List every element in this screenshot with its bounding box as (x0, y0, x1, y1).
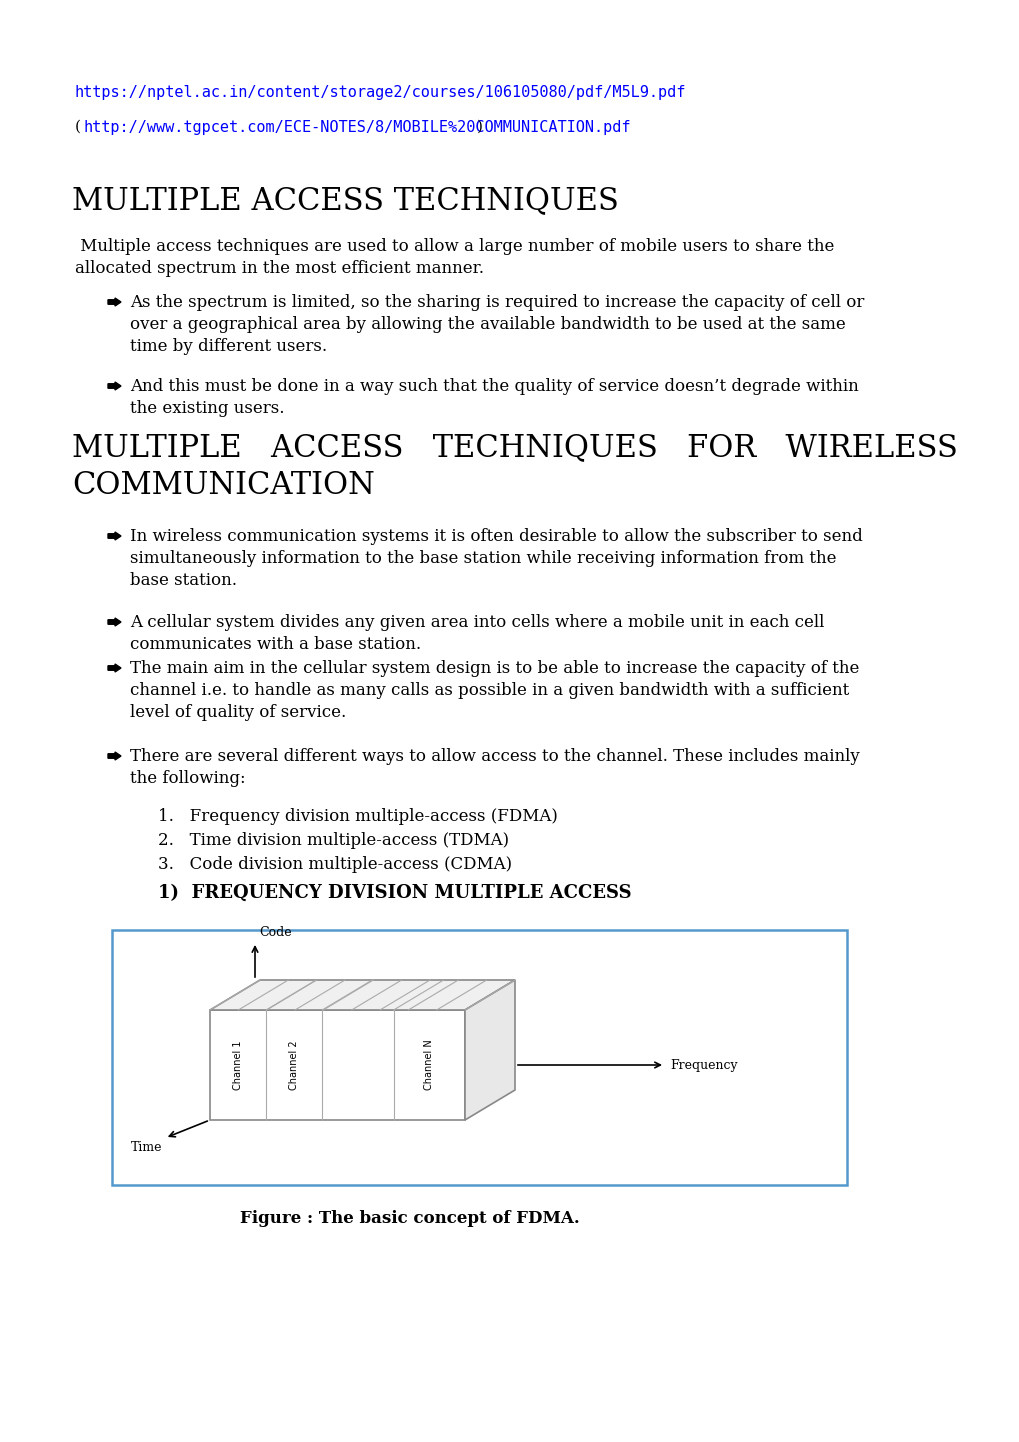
Text: level of quality of service.: level of quality of service. (129, 704, 345, 721)
Text: 1.   Frequency division multiple-access (FDMA): 1. Frequency division multiple-access (F… (158, 808, 557, 825)
Polygon shape (465, 981, 515, 1120)
Bar (112, 930, 846, 1185)
Text: MULTIPLE   ACCESS   TECHNIQUES   FOR   WIRELESS: MULTIPLE ACCESS TECHNIQUES FOR WIRELESS (72, 433, 957, 463)
Text: As the spectrum is limited, so the sharing is required to increase the capacity : As the spectrum is limited, so the shari… (129, 294, 863, 311)
Text: 2.   Time division multiple-access (TDMA): 2. Time division multiple-access (TDMA) (158, 832, 508, 849)
Text: Channel N: Channel N (424, 1040, 434, 1090)
FancyArrow shape (108, 382, 121, 389)
Text: Multiple access techniques are used to allow a large number of mobile users to s: Multiple access techniques are used to a… (75, 238, 834, 255)
FancyArrow shape (108, 619, 121, 626)
Text: There are several different ways to allow access to the channel. These includes : There are several different ways to allo… (129, 748, 859, 766)
Text: over a geographical area by allowing the available bandwidth to be used at the s: over a geographical area by allowing the… (129, 316, 845, 333)
Text: the following:: the following: (129, 770, 246, 787)
Text: channel i.e. to handle as many calls as possible in a given bandwidth with a suf: channel i.e. to handle as many calls as … (129, 682, 849, 699)
Text: (: ( (75, 120, 81, 134)
Text: Code: Code (259, 926, 291, 939)
FancyArrow shape (108, 298, 121, 306)
Text: simultaneously information to the base station while receiving information from : simultaneously information to the base s… (129, 549, 836, 567)
FancyArrow shape (108, 663, 121, 672)
Text: MULTIPLE ACCESS TECHNIQUES: MULTIPLE ACCESS TECHNIQUES (72, 185, 619, 216)
Text: 3.   Code division multiple-access (CDMA): 3. Code division multiple-access (CDMA) (158, 857, 512, 872)
Text: Channel 2: Channel 2 (288, 1040, 299, 1090)
Text: 1)  FREQUENCY DIVISION MULTIPLE ACCESS: 1) FREQUENCY DIVISION MULTIPLE ACCESS (158, 884, 631, 903)
FancyArrow shape (108, 751, 121, 760)
Text: time by different users.: time by different users. (129, 337, 327, 355)
Text: The main aim in the cellular system design is to be able to increase the capacit: The main aim in the cellular system desi… (129, 660, 859, 676)
Text: http://www.tgpcet.com/ECE-NOTES/8/MOBILE%20COMMUNICATION.pdf: http://www.tgpcet.com/ECE-NOTES/8/MOBILE… (84, 120, 631, 136)
Text: allocated spectrum in the most efficient manner.: allocated spectrum in the most efficient… (75, 260, 484, 277)
Text: base station.: base station. (129, 572, 236, 588)
Text: Channel 1: Channel 1 (232, 1040, 243, 1090)
Text: Time: Time (130, 1141, 162, 1154)
Text: And this must be done in a way such that the quality of service doesn’t degrade : And this must be done in a way such that… (129, 378, 858, 395)
Text: Figure : The basic concept of FDMA.: Figure : The basic concept of FDMA. (239, 1210, 579, 1227)
Text: communicates with a base station.: communicates with a base station. (129, 636, 421, 653)
Text: Frequency: Frequency (669, 1058, 737, 1071)
Text: A cellular system divides any given area into cells where a mobile unit in each : A cellular system divides any given area… (129, 614, 823, 632)
FancyArrow shape (108, 532, 121, 539)
Text: ): ) (477, 120, 483, 134)
Polygon shape (210, 981, 515, 1009)
Text: the existing users.: the existing users. (129, 399, 284, 417)
Text: https://nptel.ac.in/content/storage2/courses/106105080/pdf/M5L9.pdf: https://nptel.ac.in/content/storage2/cou… (75, 85, 686, 99)
Text: COMMUNICATION: COMMUNICATION (72, 470, 375, 500)
Text: In wireless communication systems it is often desirable to allow the subscriber : In wireless communication systems it is … (129, 528, 862, 545)
